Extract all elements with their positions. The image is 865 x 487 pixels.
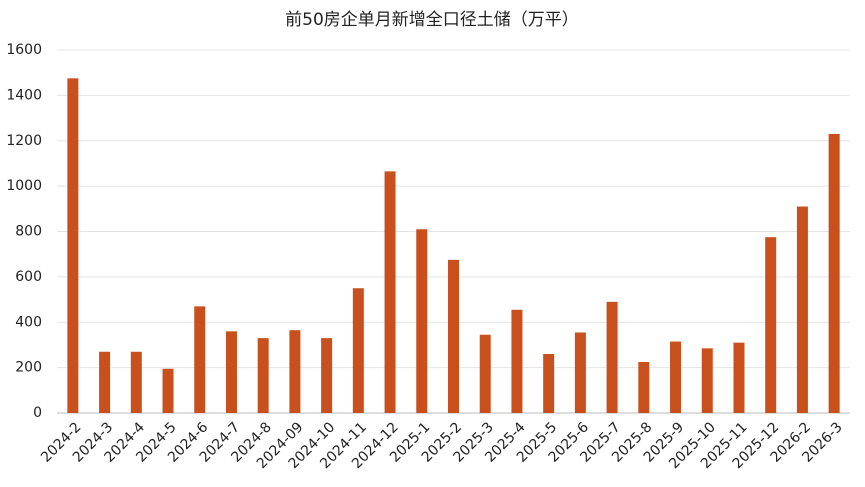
bar	[225, 331, 237, 413]
bar	[701, 348, 713, 413]
bar	[162, 368, 174, 413]
y-tick-label: 1600	[6, 42, 42, 58]
bar	[511, 309, 523, 413]
bar	[289, 330, 301, 413]
y-tick-label: 1400	[6, 87, 42, 103]
bar	[606, 301, 618, 413]
bar	[543, 354, 555, 413]
bar	[257, 338, 269, 413]
y-tick-label: 600	[15, 269, 42, 285]
chart-title: 前50房企单月新增全口径土储（万平）	[285, 10, 579, 30]
bar	[321, 338, 333, 413]
bar	[670, 341, 682, 413]
y-tick-label: 800	[15, 224, 42, 240]
bar	[130, 351, 142, 413]
bar	[828, 133, 840, 413]
bar	[796, 206, 808, 413]
bar	[416, 229, 428, 413]
y-tick-label: 400	[15, 314, 42, 330]
y-tick-label: 200	[15, 360, 42, 376]
bar	[638, 361, 650, 413]
bar	[67, 78, 79, 413]
bar	[352, 288, 364, 413]
y-tick-label: 1200	[6, 133, 42, 149]
bar	[733, 342, 745, 413]
y-tick-label: 0	[33, 405, 42, 421]
bar	[765, 237, 777, 413]
bar	[194, 306, 206, 413]
bar	[479, 334, 491, 413]
bar	[448, 259, 459, 413]
y-tick-label: 1000	[6, 178, 42, 194]
bar	[99, 351, 111, 413]
bar	[574, 332, 586, 413]
bar	[384, 171, 396, 413]
